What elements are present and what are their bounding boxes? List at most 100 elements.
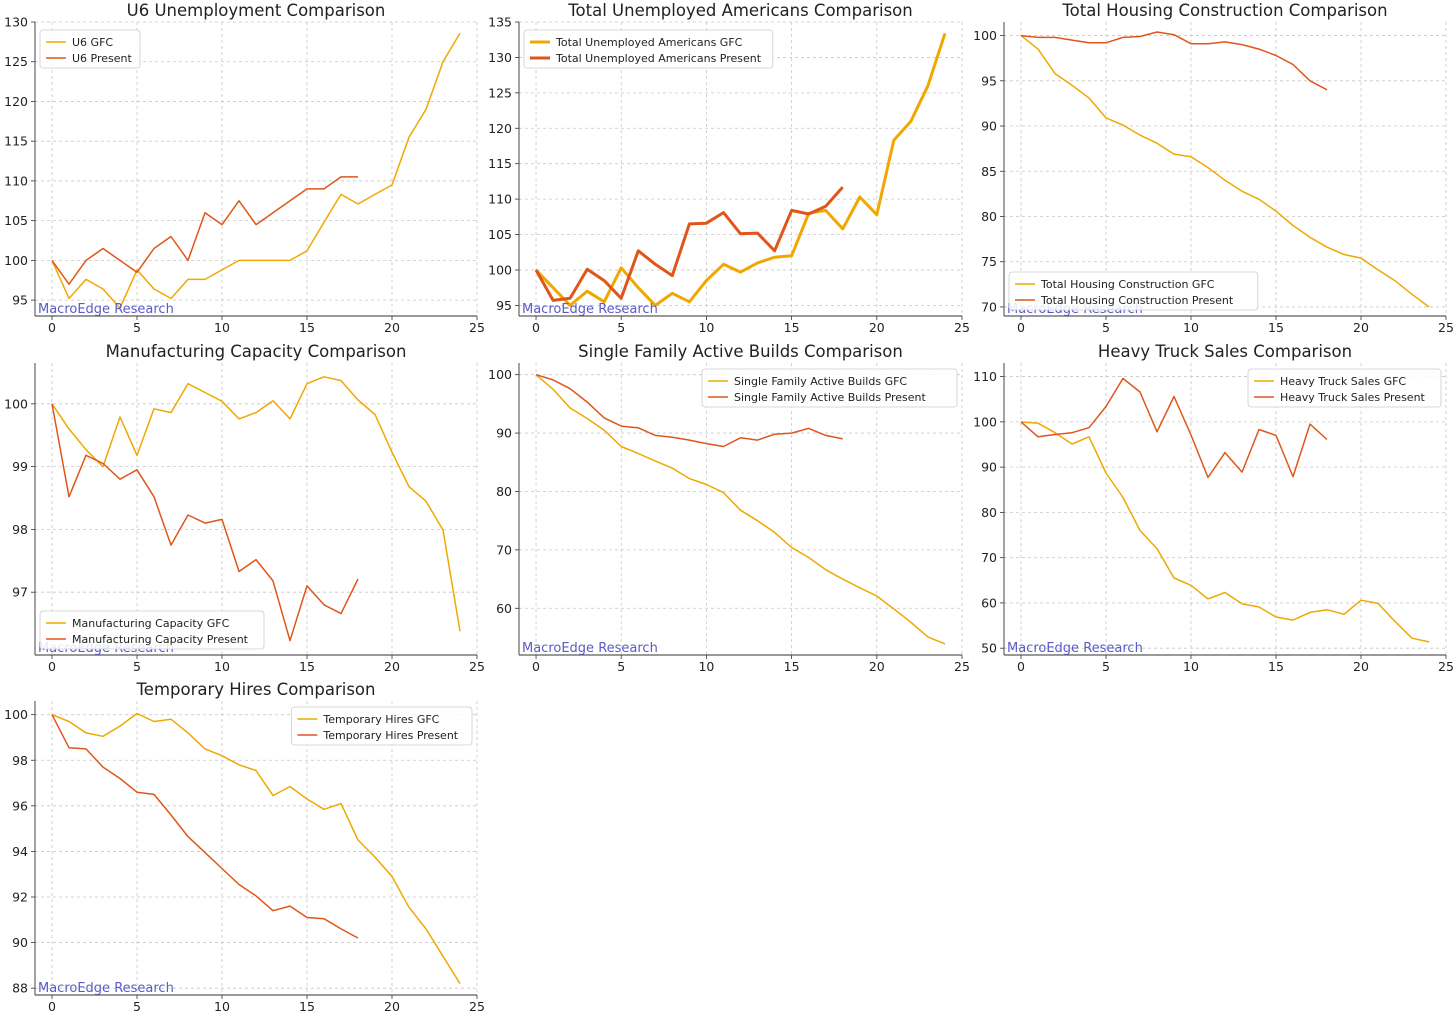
x-tick-label: 25 <box>954 659 970 674</box>
chart-title: Temporary Hires Comparison <box>136 680 376 699</box>
y-tick-label: 100 <box>488 262 512 277</box>
legend: Single Family Active Builds GFC Single Fa… <box>701 368 958 408</box>
x-tick-label: 0 <box>532 320 540 335</box>
x-tick-label: 10 <box>214 320 230 335</box>
y-tick-label: 125 <box>488 85 512 100</box>
y-tick-label: 60 <box>496 601 512 616</box>
x-tick-label: 10 <box>1183 320 1199 335</box>
x-tick-label: 5 <box>1102 659 1110 674</box>
x-tick-label: 0 <box>48 320 56 335</box>
series-line-present <box>534 186 844 302</box>
chart-title: Total Unemployed Americans Comparison <box>567 1 912 20</box>
watermark: MacroEdge Research <box>522 302 658 317</box>
series-line-gfc <box>1020 35 1430 308</box>
series-line-present <box>51 403 359 642</box>
x-tick-label: 15 <box>1268 659 1284 674</box>
chart-title: Heavy Truck Sales Comparison <box>1098 342 1352 361</box>
series-line-gfc <box>51 32 461 309</box>
y-tick-label: 99 <box>12 459 28 474</box>
y-tick-label: 96 <box>12 798 28 813</box>
x-tick-label: 20 <box>869 320 885 335</box>
x-tick-label: 0 <box>48 999 56 1014</box>
x-tick-label: 10 <box>214 999 230 1014</box>
legend-label: Total Unemployed Americans GFC <box>555 36 743 49</box>
legend-label: Manufacturing Capacity Present <box>72 633 249 646</box>
x-tick-label: 10 <box>698 320 714 335</box>
watermark: MacroEdge Research <box>1007 641 1143 656</box>
legend-label: Single Family Active Builds Present <box>734 391 927 404</box>
y-tick-label: 125 <box>4 54 28 69</box>
series-line-gfc <box>534 32 947 307</box>
x-tick-label: 20 <box>1353 320 1369 335</box>
x-tick-label: 0 <box>1017 659 1025 674</box>
y-tick-label: 80 <box>981 505 997 520</box>
chart-title: Manufacturing Capacity Comparison <box>106 342 407 361</box>
x-tick-label: 25 <box>469 320 485 335</box>
series-line-gfc <box>535 374 946 645</box>
y-tick-label: 130 <box>4 15 28 30</box>
chart-title: Single Family Active Builds Comparison <box>578 342 903 361</box>
y-tick-label: 95 <box>496 298 512 313</box>
x-tick-label: 15 <box>784 320 800 335</box>
y-tick-label: 130 <box>488 50 512 65</box>
x-tick-label: 0 <box>1017 320 1025 335</box>
y-tick-label: 135 <box>488 15 512 30</box>
x-tick-label: 5 <box>617 659 625 674</box>
y-tick-label: 94 <box>12 844 28 859</box>
series-line-present <box>51 176 358 285</box>
x-tick-label: 5 <box>133 999 141 1014</box>
x-tick-label: 20 <box>1353 659 1369 674</box>
x-tick-label: 5 <box>1102 320 1110 335</box>
x-tick-label: 25 <box>954 320 970 335</box>
legend: Temporary Hires GFC Temporary Hires Prese… <box>290 706 473 746</box>
y-tick-label: 105 <box>488 227 512 242</box>
legend-label: Temporary Hires Present <box>322 729 458 742</box>
y-tick-label: 110 <box>488 192 512 207</box>
legend: Manufacturing Capacity GFC Manufacturing … <box>39 610 265 650</box>
legend-label: U6 Present <box>72 52 133 65</box>
x-tick-label: 15 <box>299 659 315 674</box>
y-tick-label: 85 <box>981 164 997 179</box>
y-tick-label: 80 <box>496 484 512 499</box>
y-tick-label: 115 <box>488 156 512 171</box>
chart-panel-2: Total Unemployed Americans Comparison 0 5 1… <box>488 1 970 335</box>
y-tick-label: 100 <box>4 396 28 411</box>
chart-panel-5: Single Family Active Builds Comparison 0 5… <box>488 342 970 674</box>
legend-label: U6 GFC <box>72 36 113 49</box>
legend-box <box>1247 368 1442 408</box>
legend: U6 GFC U6 Present <box>39 29 141 69</box>
chart-title: Total Housing Construction Comparison <box>1061 1 1387 20</box>
series-line-present <box>51 714 359 939</box>
y-tick-label: 120 <box>488 121 512 136</box>
y-tick-label: 88 <box>12 981 28 996</box>
legend-box <box>1008 271 1259 311</box>
x-tick-label: 20 <box>384 320 400 335</box>
chart-title: U6 Unemployment Comparison <box>127 1 386 20</box>
y-tick-label: 70 <box>981 550 997 565</box>
series-line-present <box>1020 377 1328 479</box>
x-tick-label: 25 <box>1438 320 1454 335</box>
y-tick-label: 60 <box>981 595 997 610</box>
chart-panel-3: Total Housing Construction Comparison 0 5 1… <box>973 1 1454 335</box>
legend-label: Temporary Hires GFC <box>322 713 439 726</box>
y-tick-label: 75 <box>981 254 997 269</box>
series-line-gfc <box>1020 421 1430 643</box>
legend: Heavy Truck Sales GFC Heavy Truck Sales P… <box>1247 368 1442 408</box>
watermark: MacroEdge Research <box>522 641 658 656</box>
chart-panel-7: Temporary Hires Comparison 0 5 10 15 20 25 88 90… <box>4 680 485 1014</box>
legend-label: Total Unemployed Americans Present <box>555 52 762 65</box>
y-tick-label: 50 <box>981 641 997 656</box>
x-tick-label: 15 <box>299 999 315 1014</box>
y-tick-label: 100 <box>973 28 997 43</box>
x-tick-label: 10 <box>698 659 714 674</box>
y-tick-label: 105 <box>4 213 28 228</box>
watermark: MacroEdge Research <box>38 981 174 996</box>
y-tick-label: 97 <box>12 585 28 600</box>
x-tick-label: 15 <box>299 320 315 335</box>
y-tick-label: 98 <box>12 753 28 768</box>
y-tick-label: 110 <box>4 173 28 188</box>
series-line-present <box>1020 31 1328 91</box>
x-tick-label: 20 <box>384 659 400 674</box>
legend: Total Unemployed Americans GFC Total Unem… <box>523 29 774 69</box>
